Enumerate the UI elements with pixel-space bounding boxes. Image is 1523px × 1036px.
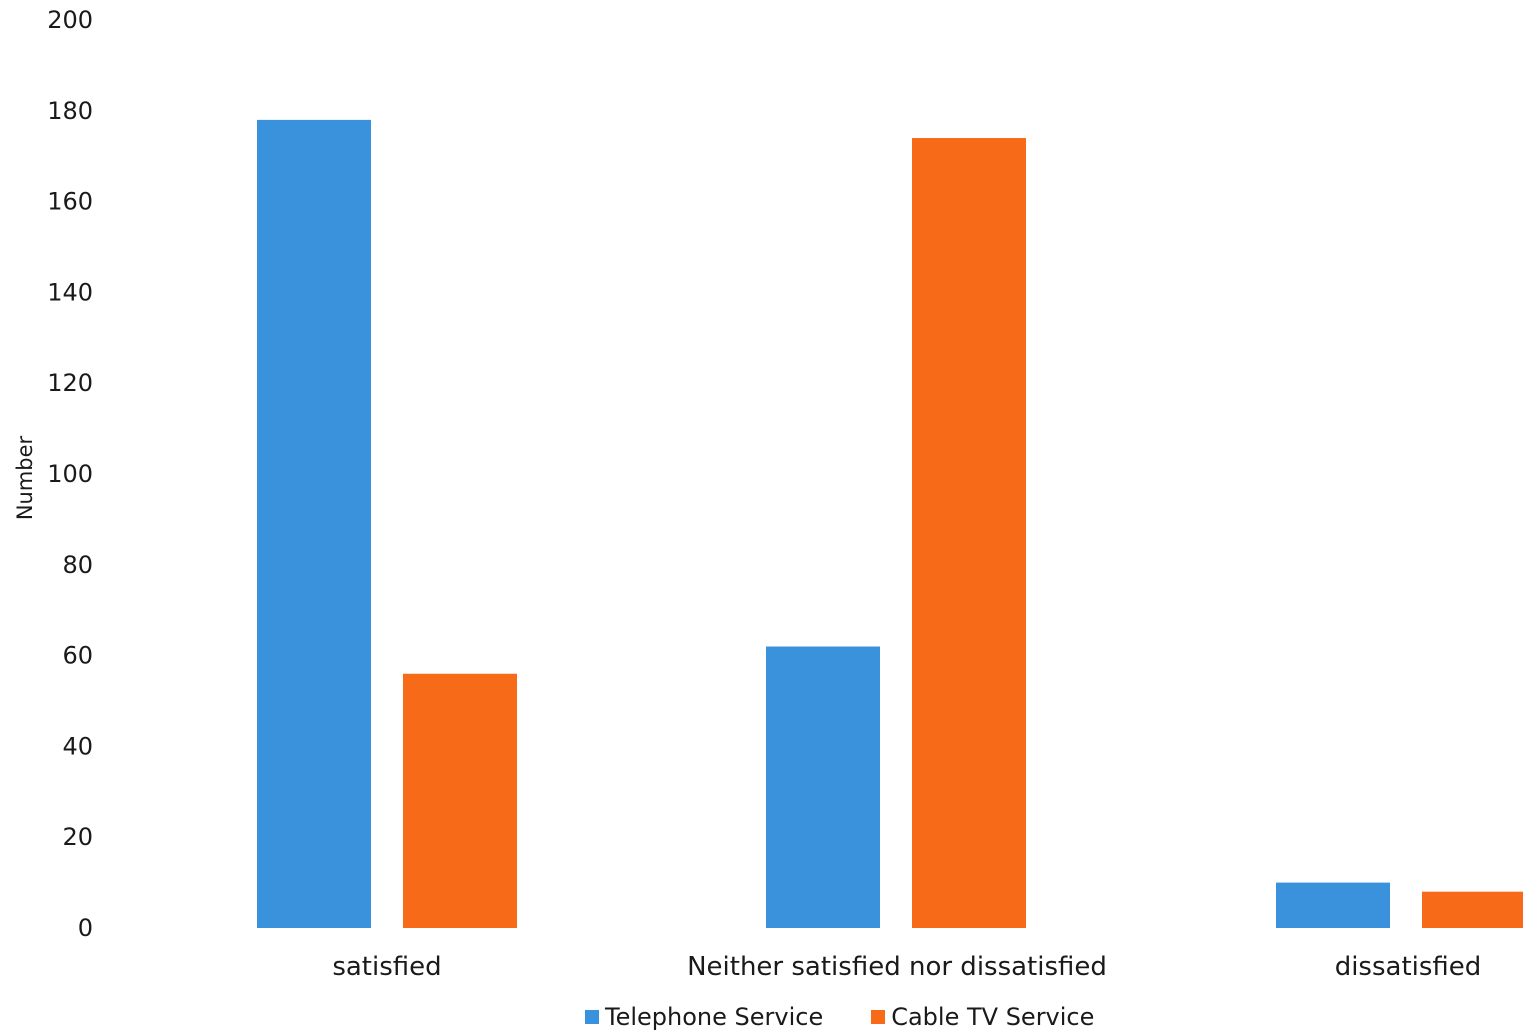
y-tick-label: 200: [47, 6, 93, 34]
legend-swatch-cable-tv: [871, 1010, 886, 1024]
bar-telephone-0: [257, 119, 371, 928]
x-category-label: Neither satisfied nor dissatisfied: [687, 952, 1107, 982]
y-axis-ticks: 0 20 40 60 80 100 120 140 160 180 200: [47, 6, 93, 942]
legend-item-telephone: Telephone Service: [585, 1003, 823, 1031]
y-tick-label: 140: [47, 278, 93, 306]
y-tick-label: 160: [47, 188, 93, 216]
y-tick-label: 180: [47, 97, 93, 125]
bar-cable-tv-1: [912, 138, 1026, 929]
y-tick-label: 120: [47, 369, 93, 397]
legend: Telephone Service Cable TV Service: [585, 1003, 1094, 1031]
legend-swatch-telephone: [585, 1010, 599, 1024]
bar-telephone-1: [766, 646, 880, 928]
y-axis-label: Number: [13, 435, 37, 520]
x-category-label: dissatisfied: [1335, 952, 1482, 982]
bars: [257, 119, 1523, 929]
y-tick-label: 60: [62, 642, 93, 670]
x-category-label: satisfied: [332, 952, 441, 982]
y-tick-label: 80: [62, 551, 93, 579]
bar-cable-tv-2: [1422, 891, 1523, 928]
legend-label-telephone: Telephone Service: [605, 1003, 824, 1031]
legend-item-cable-tv: Cable TV Service: [871, 1003, 1094, 1031]
category-labels: satisfied Neither satisfied nor dissatisf…: [332, 952, 1481, 982]
y-tick-label: 0: [78, 914, 93, 942]
bar-cable-tv-0: [403, 673, 517, 928]
y-tick-label: 40: [62, 732, 93, 760]
y-tick-label: 100: [47, 460, 93, 488]
legend-label-cable-tv: Cable TV Service: [891, 1003, 1095, 1031]
y-tick-label: 20: [62, 823, 93, 851]
bar-telephone-2: [1276, 882, 1390, 928]
